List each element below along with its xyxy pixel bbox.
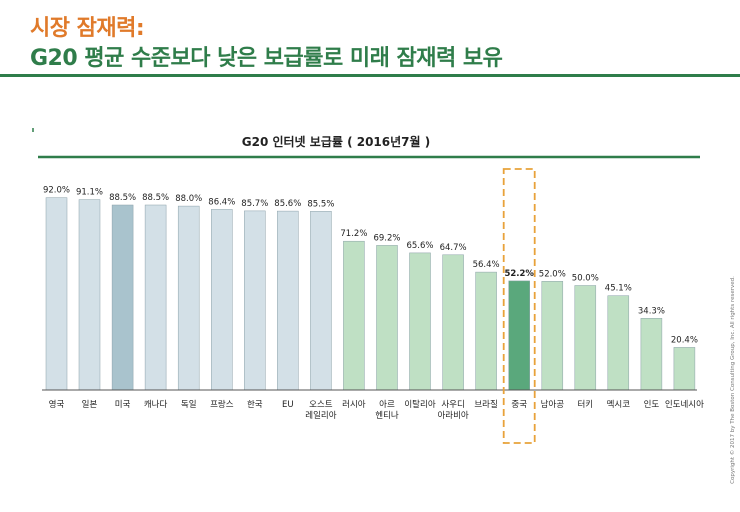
category-labels-group: 영국 일본 미국 캐나다 독일 프랑스 한국 EU 오스트 레일리아 러시아 아르 헨티나 이탈리아 사우디… (49, 399, 704, 421)
value-label: 56.4% (473, 260, 500, 270)
bar (574, 285, 597, 391)
chart-title: G20 인터넷 보급률 ( 2016년7월 ) (242, 134, 430, 149)
bar (244, 210, 266, 391)
value-label: 92.0% (43, 186, 70, 196)
bar (409, 252, 431, 391)
bar (376, 245, 398, 391)
bar (343, 240, 365, 391)
value-label: 34.3% (638, 306, 665, 316)
highlight-box (502, 168, 536, 444)
category-label: 영국 (49, 399, 65, 410)
page-title-line1: 시장 잠재력: (30, 16, 145, 41)
category-label: 프랑스 (210, 399, 234, 410)
bar (541, 281, 564, 391)
title-divider (0, 74, 740, 77)
value-label: 88.5% (142, 193, 169, 203)
category-label: 터키 (577, 400, 593, 410)
value-labels-group: 92.0% 91.1% 88.5% 88.5% 88.0% 86.4% 85.7% 85.6%… (43, 186, 698, 346)
value-label: 52.2% (504, 269, 534, 279)
category-label: 중국 (511, 400, 527, 410)
bar (442, 254, 464, 391)
value-label: 71.2% (340, 229, 367, 239)
category-label: 사우디 아라비아 (437, 400, 468, 421)
category-label: 러시아 (342, 399, 366, 410)
category-label: 아르 헨티나 (375, 399, 399, 421)
value-label: 91.1% (76, 188, 103, 198)
value-label: 20.4% (671, 335, 698, 345)
value-label: 69.2% (373, 233, 400, 243)
bar (144, 204, 167, 391)
bar (78, 199, 101, 391)
value-label: 85.7% (241, 199, 268, 209)
value-label: 50.0% (572, 274, 599, 284)
copyright-note: Copyright © 2017 by The Boston Consultin… (730, 276, 736, 484)
category-label: 멕시코 (607, 399, 631, 410)
category-label: 인도 (644, 399, 660, 410)
value-label: 64.7% (440, 243, 467, 253)
bar (508, 280, 530, 391)
bar (475, 271, 497, 391)
bar (277, 210, 299, 391)
value-label: 88.0% (175, 194, 202, 204)
page-title-line2: G20 평균 수준보다 낮은 보급률로 미래 잠재력 보유 (30, 46, 503, 71)
bars-group (45, 197, 696, 391)
value-label: 45.1% (605, 284, 632, 294)
bar (310, 211, 332, 391)
value-label: 88.5% (109, 193, 136, 203)
bar (607, 295, 630, 391)
bar (211, 209, 233, 391)
bar (640, 318, 663, 391)
value-label: 85.6% (274, 199, 301, 209)
category-label: 인도네시아 (665, 399, 704, 410)
value-label: 85.5% (307, 199, 334, 209)
category-label: 한국 (247, 400, 263, 410)
bar (673, 347, 696, 391)
value-label: 65.6% (406, 241, 433, 251)
category-label: 독일 (181, 400, 197, 410)
bar (45, 197, 68, 391)
category-label: 일본 (82, 400, 98, 410)
category-label: 캐나다 (144, 400, 168, 410)
value-label: 52.0% (539, 269, 566, 279)
bar (111, 204, 134, 391)
value-label: 86.4% (208, 197, 235, 207)
category-label: EU (282, 400, 294, 410)
category-label: 브라질 (474, 399, 497, 410)
category-label: 미국 (115, 400, 131, 410)
category-label: 오스트 레일리아 (305, 400, 336, 421)
category-label: 남아공 (541, 399, 565, 410)
bar (177, 205, 200, 391)
category-label: 이탈리아 (404, 399, 435, 410)
